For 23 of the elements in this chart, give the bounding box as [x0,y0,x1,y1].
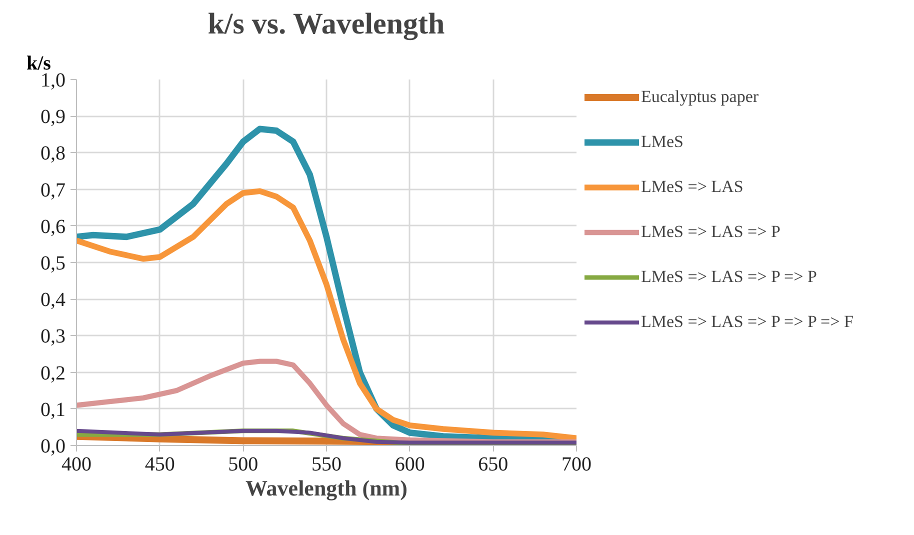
legend-label: Eucalyptus paper [641,87,759,107]
legend-label: LMeS => LAS => P => P => F [641,312,854,332]
x-tick-label: 650 [478,454,508,476]
x-axis-title: Wavelength (nm) [246,476,408,500]
y-tick-label: 0,9 [40,106,66,128]
y-tick-label: 0,2 [40,362,66,384]
y-tick-label: 0,7 [40,179,66,202]
y-tick-label: 0,1 [40,398,66,421]
chart-title: k/s vs. Wavelength [208,8,446,40]
legend-label: LMeS => LAS [641,177,744,197]
x-tick-label: 700 [562,454,592,476]
y-tick-label: 0,3 [40,326,66,348]
x-tick-label: 450 [144,454,175,476]
y-tick-label: 0,4 [40,289,66,312]
y-tick-label: 0,6 [40,216,66,238]
y-tick-label: 0,8 [40,142,66,165]
legend-label: LMeS => LAS => P [641,222,780,242]
y-tick-label: 0,5 [40,252,66,274]
legend-label: LMeS => LAS => P => P [641,267,817,287]
x-tick-label: 500 [228,454,258,476]
x-tick-label: 550 [312,454,342,476]
legend-label: LMeS [641,132,684,152]
x-tick-label: 600 [394,454,425,476]
